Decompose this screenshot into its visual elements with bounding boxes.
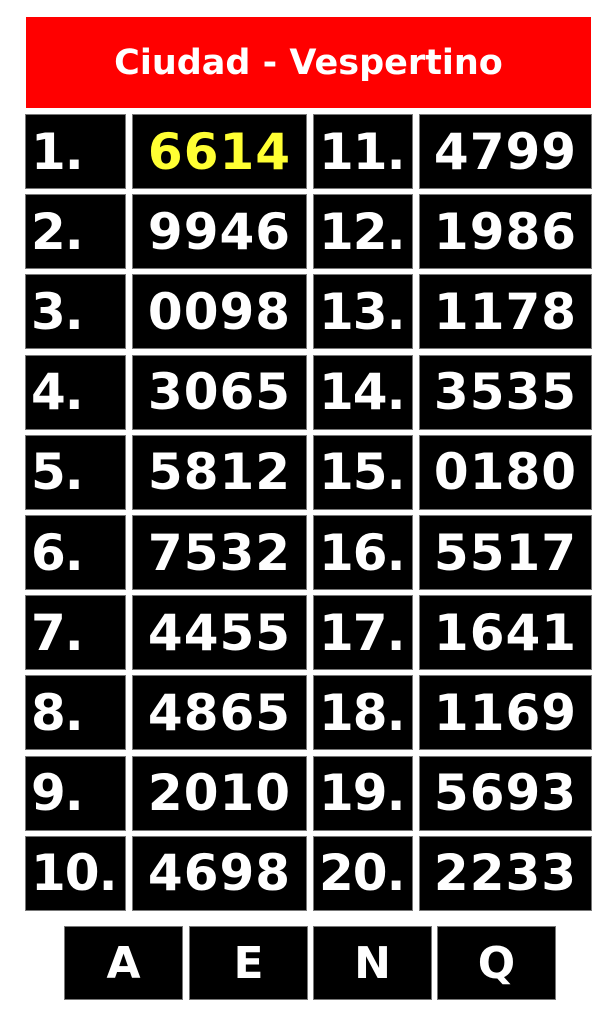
result-number: 1641 (419, 595, 592, 671)
result-number: 6614 (132, 114, 307, 189)
position-label: 10. (25, 835, 126, 911)
position-label: 16. (313, 515, 413, 590)
result-number: 4455 (132, 595, 307, 671)
result-number: 4698 (132, 835, 307, 911)
result-number: 2010 (132, 755, 307, 831)
position-label: 1. (25, 114, 126, 189)
result-number: 3065 (132, 354, 307, 430)
position-label: 17. (313, 595, 413, 671)
result-number: 5517 (419, 515, 592, 590)
result-number: 9946 (132, 194, 307, 270)
position-label: 14. (313, 354, 413, 430)
letter-box: Q (437, 926, 556, 1000)
position-label: 12. (313, 194, 413, 270)
position-label: 13. (313, 274, 413, 350)
letter-box: A (64, 926, 183, 1000)
position-label: 15. (313, 434, 413, 510)
letter-box: N (313, 926, 432, 1000)
position-label: 6. (25, 515, 126, 590)
result-number: 1178 (419, 274, 592, 350)
position-label: 9. (25, 755, 126, 831)
position-label: 4. (25, 354, 126, 430)
result-number: 3535 (419, 354, 592, 430)
result-number: 5812 (132, 434, 307, 510)
result-number: 7532 (132, 515, 307, 590)
result-number: 0098 (132, 274, 307, 350)
position-label: 8. (25, 675, 126, 751)
position-label: 18. (313, 675, 413, 751)
result-number: 1169 (419, 675, 592, 751)
position-label: 20. (313, 835, 413, 911)
result-number: 4799 (419, 114, 592, 189)
position-label: 2. (25, 194, 126, 270)
result-number: 1986 (419, 194, 592, 270)
page-title: Ciudad - Vespertino (26, 17, 591, 108)
result-number: 4865 (132, 675, 307, 751)
result-number: 2233 (419, 835, 592, 911)
position-label: 7. (25, 595, 126, 671)
letter-box: E (189, 926, 308, 1000)
position-label: 19. (313, 755, 413, 831)
position-label: 11. (313, 114, 413, 189)
result-number: 0180 (419, 434, 592, 510)
result-number: 5693 (419, 755, 592, 831)
position-label: 3. (25, 274, 126, 350)
position-label: 5. (25, 434, 126, 510)
